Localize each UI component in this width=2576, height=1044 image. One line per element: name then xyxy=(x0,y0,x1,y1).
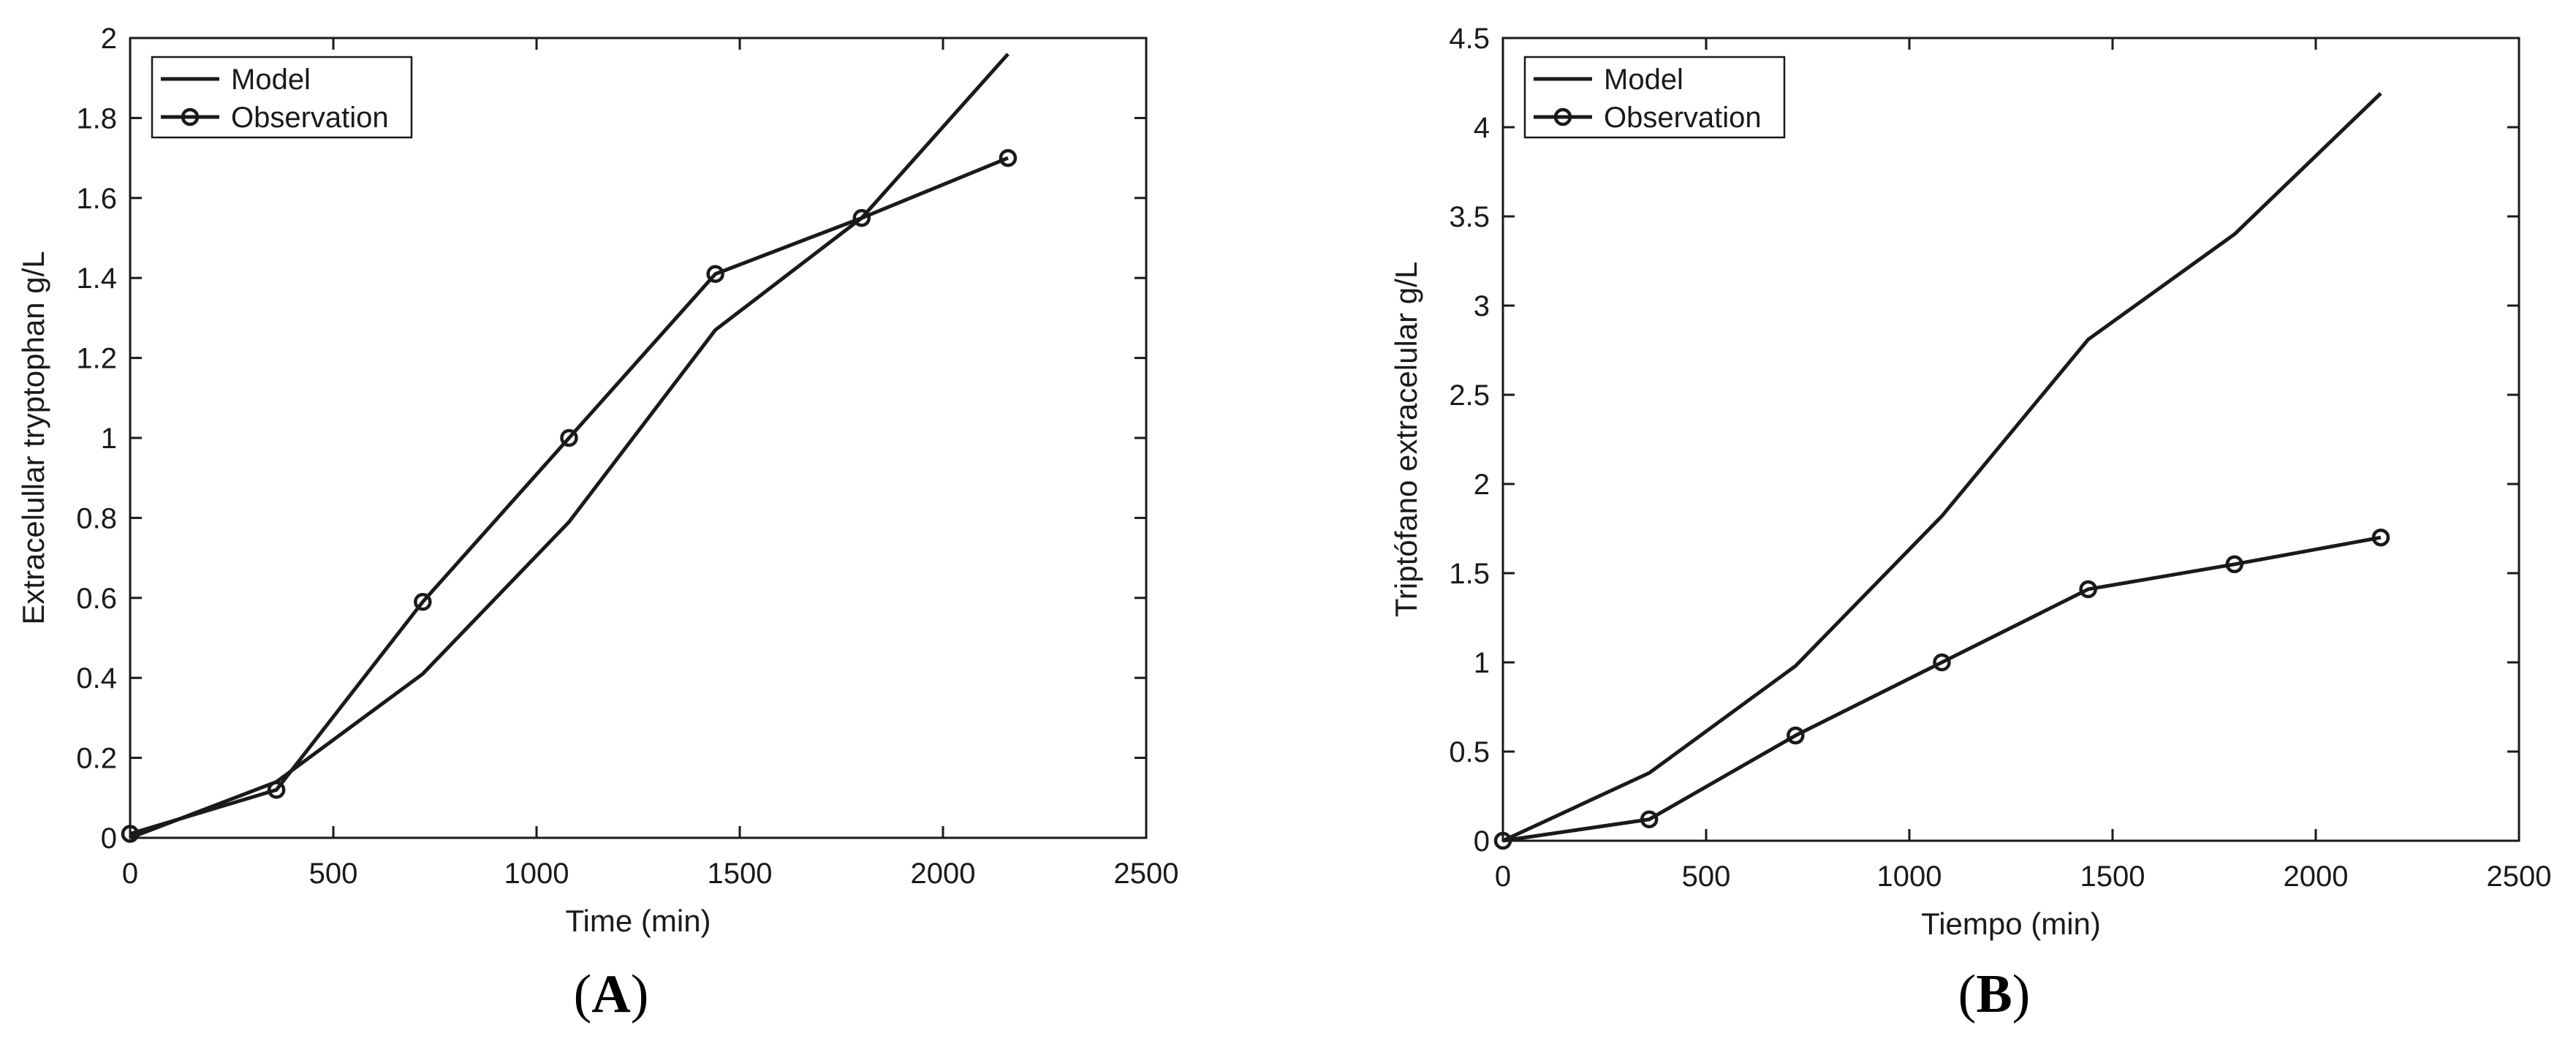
y-tick-label: 0.2 xyxy=(76,743,117,775)
data-point-observation xyxy=(1640,810,1659,828)
y-axis-label: Triptófano extracelular g/L xyxy=(1389,262,1423,617)
x-tick-label: 2000 xyxy=(2284,860,2349,893)
y-tick-label: 0.6 xyxy=(76,583,117,615)
axes-box xyxy=(1501,37,2520,842)
x-tick-label: 500 xyxy=(309,858,358,890)
data-point-observation xyxy=(267,781,286,799)
x-tick-label: 2500 xyxy=(2487,860,2552,893)
data-point-observation xyxy=(2371,528,2390,547)
legend-marker xyxy=(1553,107,1572,126)
y-tick-label: 2 xyxy=(101,23,117,55)
y-tick-label: 2.5 xyxy=(1449,379,1490,412)
legend-entry: Model xyxy=(231,64,311,96)
x-tick-label: 2500 xyxy=(1114,858,1179,890)
data-point-observation xyxy=(2079,580,2097,599)
legend-entry: Observation xyxy=(1604,102,1762,134)
x-tick-label: 0 xyxy=(1495,860,1511,893)
data-point-observation xyxy=(2225,555,2244,574)
y-tick-label: 0 xyxy=(101,822,117,855)
y-tick-label: 3 xyxy=(1474,290,1490,322)
x-tick-label: 1500 xyxy=(708,858,773,890)
x-tick-label: 2000 xyxy=(911,858,976,890)
y-tick-label: 1.4 xyxy=(76,262,117,295)
data-point-observation xyxy=(121,825,140,843)
y-tick-label: 1 xyxy=(101,423,117,455)
y-tick-label: 0 xyxy=(1474,825,1490,858)
x-axis-label: Tiempo (min) xyxy=(1921,907,2101,941)
y-tick-label: 1 xyxy=(1474,647,1490,679)
panel-caption-b: (B) xyxy=(1958,964,2031,1024)
x-tick-label: 1500 xyxy=(2080,860,2145,893)
series-line-model xyxy=(1501,91,2382,843)
y-tick-label: 0.8 xyxy=(76,502,117,534)
data-point-observation xyxy=(560,428,578,447)
series-line-observation xyxy=(129,156,1009,836)
y-axis-label: Extracelullar tryptophan g/L xyxy=(16,251,50,624)
legend-marker xyxy=(181,107,200,126)
data-point-observation xyxy=(999,148,1018,167)
data-point-observation xyxy=(1493,831,1512,850)
chart-panel-b: 0 500 1000 1500 2000 2500 0 0.5 1 1.5 2 2.5 3 3.5 4 4.5… xyxy=(1389,23,2551,941)
y-tick-label: 1.6 xyxy=(76,183,117,215)
panel-letter-b: B xyxy=(1976,964,2012,1024)
data-point-observation xyxy=(1787,726,1805,745)
data-point-observation xyxy=(414,593,432,611)
y-tick-label: 0.4 xyxy=(76,662,117,695)
data-point-observation xyxy=(706,265,724,283)
y-tick-label: 4 xyxy=(1474,112,1490,144)
y-tick-label: 1.5 xyxy=(1449,558,1490,590)
chart-panel-a: 0 500 1000 1500 2000 2500 0 0.2 0.4 0.6 0.8 1 1.2 1.4… xyxy=(16,23,1178,938)
y-tick-label: 4.5 xyxy=(1449,23,1490,55)
y-tick-label: 1.2 xyxy=(76,343,117,375)
legend-entry: Observation xyxy=(231,102,389,134)
x-tick-label: 1000 xyxy=(504,858,569,890)
series-line-observation xyxy=(1502,535,2382,843)
y-tick-label: 3.5 xyxy=(1449,201,1490,233)
x-tick-label: 0 xyxy=(122,858,138,890)
x-axis-label: Time (min) xyxy=(565,904,711,938)
panel-caption-a: (A) xyxy=(573,964,649,1024)
y-tick-label: 2 xyxy=(1474,469,1490,501)
axes-box xyxy=(129,37,1148,839)
x-tick-label: 500 xyxy=(1682,860,1731,893)
y-tick-label: 0.5 xyxy=(1449,736,1490,768)
x-tick-label: 1000 xyxy=(1877,860,1942,893)
data-point-observation xyxy=(852,208,871,227)
y-tick-label: 1.8 xyxy=(76,102,117,135)
data-point-observation xyxy=(1933,653,1951,672)
legend-entry: Model xyxy=(1604,64,1683,96)
panel-letter-a: A xyxy=(591,964,631,1024)
